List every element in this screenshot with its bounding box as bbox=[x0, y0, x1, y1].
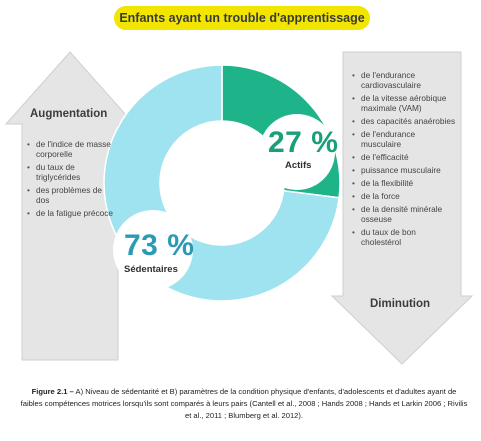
diminution-item: puissance musculaire bbox=[350, 165, 456, 175]
actifs-label: Actifs bbox=[285, 160, 312, 171]
donut-chart bbox=[103, 64, 341, 302]
sedentaires-label: Sédentaires bbox=[124, 264, 178, 275]
diminution-item: du taux de bon cholestérol bbox=[350, 227, 456, 247]
sedentaires-label-disc bbox=[113, 210, 193, 290]
caption-prefix: Figure 2.1 – bbox=[31, 387, 74, 396]
augmentation-list: de l'indice de masse corporelle du taux d… bbox=[25, 139, 117, 221]
diminution-item: de l'endurance musculaire bbox=[350, 129, 456, 149]
diminution-item: de la flexibilité bbox=[350, 178, 456, 188]
augmentation-item: de la fatigue précoce bbox=[25, 208, 117, 218]
chart-title: Enfants ayant un trouble d'apprentissage bbox=[114, 6, 370, 30]
augmentation-heading: Augmentation bbox=[30, 108, 108, 120]
diminution-heading: Diminution bbox=[370, 298, 431, 310]
diminution-item: des capacités anaérobies bbox=[350, 116, 456, 126]
actifs-percentage: 27 % bbox=[268, 126, 339, 159]
actifs-label-disc bbox=[259, 114, 335, 190]
diminution-item: de l'efficacité bbox=[350, 152, 456, 162]
caption-text: A) Niveau de sédentarité et B) paramètre… bbox=[20, 387, 468, 420]
diminution-list: de l'endurance cardiovasculaire de la vit… bbox=[350, 70, 456, 250]
diminution-item: de l'endurance cardiovasculaire bbox=[350, 70, 456, 90]
diminution-item: de la densité minérale osseuse bbox=[350, 204, 456, 224]
augmentation-item: du taux de triglycérides bbox=[25, 162, 117, 182]
augmentation-item: de l'indice de masse corporelle bbox=[25, 139, 117, 159]
figure-caption: Figure 2.1 – A) Niveau de sédentarité et… bbox=[20, 386, 468, 422]
diminution-item: de la vitesse aérobique maximale (VAM) bbox=[350, 93, 456, 113]
diminution-item: de la force bbox=[350, 191, 456, 201]
augmentation-item: des problèmes de dos bbox=[25, 185, 117, 205]
sedentaires-percentage: 73 % bbox=[124, 229, 195, 262]
